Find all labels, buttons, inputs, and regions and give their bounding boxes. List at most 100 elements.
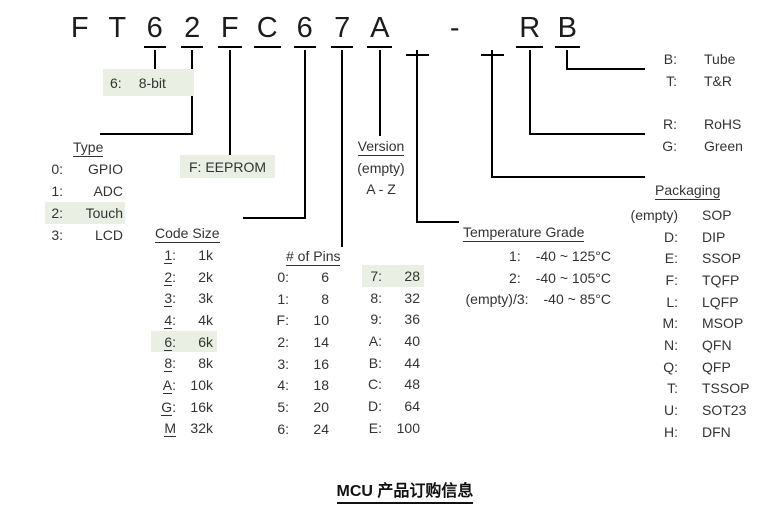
legend-row: 2: 2k: [164, 268, 213, 286]
legend-row: R: RoHS: [663, 115, 742, 132]
legend-row: 0: GPIO: [51, 161, 123, 177]
legend-row: 8: 8k: [164, 355, 213, 373]
legend-row: 2: 14: [277, 333, 329, 350]
rohs-legend: R: RoHS G: Green: [650, 113, 743, 156]
part-number-char: 2: [174, 12, 212, 52]
part-number-char: F: [70, 12, 89, 44]
connector-codesize-h: [243, 217, 306, 219]
connector-bitwidth: [154, 50, 156, 69]
code-size-header: Code Size: [155, 225, 220, 243]
legend-row: 8: 32: [370, 289, 420, 306]
part-number-char: 7: [324, 12, 362, 52]
legend-row-selected: 7: 28: [362, 265, 424, 287]
connector-codesize-v: [304, 50, 306, 218]
legend-row: E: SSOP: [664, 250, 741, 267]
pins-legend-col1: 0: 6 1: 8 F: 10 2: 14 3: 16 4: 18 5: 20 6: 24: [262, 266, 332, 440]
part-number-char: F: [211, 12, 249, 52]
legend-row: E: 100: [368, 419, 420, 436]
connector-temp-h: [416, 221, 459, 223]
legend-row: T: TSSOP: [667, 380, 750, 397]
legend-row: 1: 1k: [164, 246, 213, 264]
version-legend: Version (empty) A - Z: [345, 136, 417, 201]
legend-row: 1: 8: [277, 290, 329, 307]
legend-row-selected: 6: 6k: [151, 330, 217, 353]
legend-row: D: 64: [368, 397, 420, 414]
legend-row: 1: -40 ~ 125°C: [509, 247, 611, 264]
code-size-legend: 1: 1k 2: 2k 3: 3k 4: 4k 6: 6k 8: 8k A: 10k G: 16…: [151, 244, 217, 439]
connector-rohs-h: [529, 133, 645, 135]
legend-row: N: QFN: [664, 336, 732, 353]
legend-row: T: T&R: [666, 72, 732, 89]
legend-row: (empty)/3: -40 ~ 85°C: [465, 291, 612, 308]
legend-row: 3: 3k: [164, 290, 213, 308]
connector-version: [379, 50, 381, 136]
legend-row: F: TQFP: [665, 271, 740, 288]
legend-row: 2: -40 ~ 105°C: [509, 269, 611, 286]
connector-rohs-v: [529, 50, 531, 135]
legend-row: F: 10: [276, 312, 329, 329]
legend-row: 1: ADC: [51, 183, 123, 199]
legend-row: 9: 36: [370, 311, 420, 328]
type-header: Type: [73, 139, 104, 157]
legend-row-selected: 2: Touch: [45, 202, 125, 224]
connector-temp-v: [416, 50, 418, 222]
bit-width-box: 6: 8-bit: [103, 69, 194, 96]
legend-row: 4: 18: [277, 377, 329, 394]
temperature-legend: 1: -40 ~ 125°C 2: -40 ~ 105°C (empty)/3: -4…: [421, 245, 612, 310]
legend-row: G: Green: [662, 137, 743, 154]
part-number-char: 6: [286, 12, 324, 52]
part-number-char: 6: [136, 12, 174, 52]
version-header: Version: [357, 138, 405, 156]
eeprom-box: F: EEPROM: [180, 155, 275, 178]
legend-row: A: 40: [368, 332, 420, 349]
legend-row: 3: LCD: [51, 227, 123, 243]
legend-row: U: SOT23: [664, 402, 747, 419]
legend-row: D: DIP: [664, 228, 726, 245]
legend-row: 4: 4k: [164, 311, 213, 329]
part-number-char: B: [549, 12, 587, 52]
diagram-caption: MCU 产品订购信息: [285, 477, 525, 504]
legend-row: B: 44: [368, 354, 420, 371]
tube-legend: B: Tube T: T&R: [650, 48, 736, 91]
connector-packaging-h: [491, 176, 645, 178]
version-empty: (empty): [357, 159, 405, 176]
connector-type-h: [100, 133, 193, 135]
pins-header: # of Pins: [286, 248, 341, 266]
legend-row: 3: 16: [277, 355, 329, 372]
part-number: F T 6 2 F C 6 7 A - R B: [61, 12, 587, 56]
legend-row: 5: 20: [277, 398, 329, 415]
temperature-header: Temperature Grade: [463, 224, 585, 242]
part-number-dash: -: [449, 12, 460, 44]
part-number-char: C: [249, 12, 287, 52]
legend-row: C: 48: [368, 376, 420, 393]
part-number-underscore: [399, 12, 437, 56]
type-legend: 0: GPIO 1: ADC 2: Touch 3: LCD: [45, 158, 125, 246]
pins-legend-col2: 7: 28 8: 32 9: 36 A: 40 B: 44 C: 48 D: 64 E: 100: [362, 265, 424, 439]
part-number-underscore: [474, 12, 512, 56]
bit-width-key: 6:: [110, 74, 122, 91]
legend-row: M 32k: [164, 420, 213, 438]
packaging-legend: (empty) SOP D: DIP E: SSOP F: TQFP L: LQFP M:…: [620, 204, 750, 443]
packaging-header: Packaging: [655, 182, 721, 200]
connector-tube-h: [566, 68, 645, 70]
legend-row: A: 10k: [162, 376, 213, 394]
connector-pins: [341, 50, 343, 247]
legend-row: G: 16k: [161, 398, 213, 416]
connector-packaging-v: [491, 50, 493, 178]
legend-row: Q: QFP: [663, 358, 731, 375]
part-number-char: A: [361, 12, 399, 52]
connector-tube-v: [566, 50, 568, 69]
bit-width-value: 8-bit: [138, 74, 166, 91]
legend-row: (empty) SOP: [630, 206, 732, 223]
legend-row: M: MSOP: [662, 315, 744, 332]
legend-row: 0: 6: [277, 268, 329, 285]
part-number-char: R: [511, 12, 549, 52]
legend-row: L: LQFP: [666, 293, 739, 310]
legend-row: 6: 24: [277, 420, 329, 437]
legend-row: B: Tube: [663, 50, 736, 67]
legend-row: H: DFN: [664, 423, 731, 440]
version-range: A - Z: [366, 181, 396, 198]
connector-eeprom: [229, 50, 231, 155]
part-number-char: T: [108, 12, 127, 44]
